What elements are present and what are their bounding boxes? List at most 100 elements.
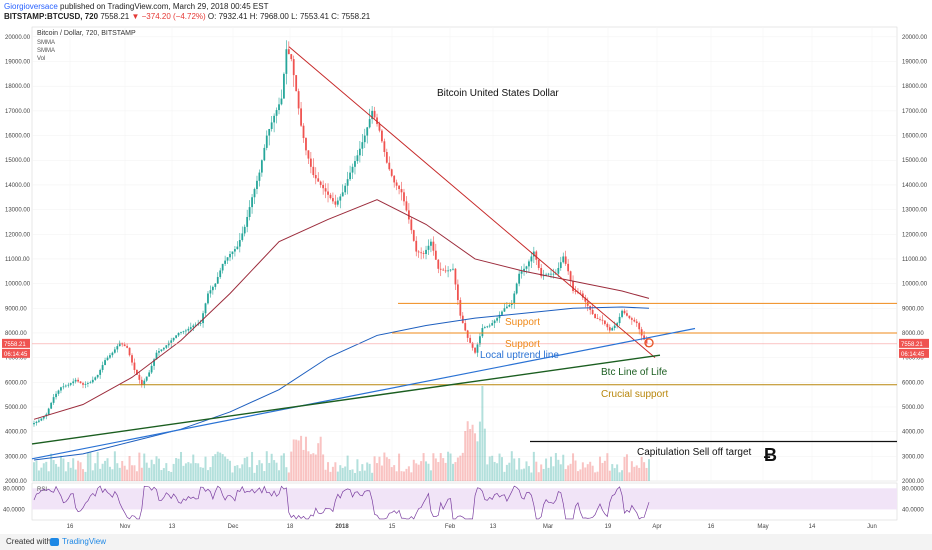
candle-body	[528, 261, 530, 267]
rsi-tick-right: 40.0000	[902, 507, 924, 513]
candle-body	[346, 179, 349, 186]
volume-bar	[643, 462, 646, 481]
volume-bar	[606, 453, 609, 481]
volume-bar	[69, 467, 72, 481]
price-tag-left-text: 7558.21	[4, 342, 26, 348]
volume-bar	[427, 463, 430, 481]
candle-body	[192, 325, 195, 328]
y-tick-label-right: 14000.00	[902, 183, 928, 189]
candle-body	[552, 273, 555, 275]
volume-bar	[131, 465, 134, 481]
candle-body	[434, 250, 437, 260]
tradingview-logo-icon	[50, 538, 59, 546]
last-price: 7558.21	[100, 12, 130, 21]
volume-bar	[226, 458, 229, 481]
candle-body	[400, 189, 403, 193]
candle-body	[483, 327, 486, 329]
candle-body	[638, 323, 641, 330]
volume-bar	[493, 461, 496, 481]
volume-bar	[481, 386, 484, 481]
volume-bar	[197, 463, 200, 481]
volume-bar	[77, 460, 80, 481]
candle-body	[611, 328, 614, 331]
volume-bar	[567, 465, 570, 481]
y-tick-label-left: 6000.00	[5, 380, 27, 386]
candle-body	[126, 346, 129, 348]
candle-body	[523, 268, 525, 272]
volume-bar	[278, 470, 281, 481]
volume-bar	[67, 462, 70, 481]
volume-bar	[569, 463, 572, 481]
volume-bar	[123, 465, 126, 481]
price-marker-circle	[644, 338, 654, 348]
y-tick-label-left: 8000.00	[5, 331, 27, 337]
candle-body	[204, 303, 207, 314]
volume-bar	[57, 466, 60, 481]
candle-body	[454, 268, 457, 285]
volume-bar	[603, 460, 606, 481]
candle-body	[505, 306, 508, 309]
volume-bar	[451, 463, 454, 481]
line-of-life-label: Btc Line of Life	[601, 367, 668, 378]
volume-bar	[640, 456, 643, 481]
volume-bar	[444, 462, 447, 481]
candle-body	[515, 283, 518, 294]
plot-area	[31, 26, 898, 482]
volume-bar	[50, 453, 53, 481]
volume-bar	[216, 451, 219, 481]
candle-body	[236, 246, 239, 250]
candle-body	[447, 270, 449, 272]
volume-bar	[138, 452, 141, 481]
volume-bar	[635, 465, 638, 481]
candle-body	[626, 313, 628, 316]
x-tick-label: 13	[169, 524, 176, 530]
volume-bar	[334, 462, 337, 481]
candle-body	[481, 328, 484, 337]
volume-bar	[574, 460, 577, 481]
candle-body	[645, 339, 648, 344]
candle-body	[474, 347, 476, 353]
volume-bar	[461, 452, 464, 481]
candle-body	[82, 383, 84, 385]
volume-bar	[344, 466, 347, 481]
x-tick-label: 2018	[335, 524, 349, 530]
tradingview-link[interactable]: TradingView	[62, 537, 107, 546]
candle-body	[324, 188, 327, 192]
x-tick-label: Jun	[867, 524, 877, 530]
candle-body	[430, 241, 432, 246]
candle-body	[153, 359, 155, 366]
volume-bar	[378, 456, 381, 481]
candle-body	[133, 362, 136, 370]
volume-bar	[363, 470, 366, 481]
candle-body	[101, 365, 104, 370]
y-tick-label-left: 10000.00	[5, 282, 31, 288]
candle-body	[194, 324, 197, 326]
volume-bar	[564, 469, 567, 481]
volume-bar	[513, 458, 516, 481]
candle-body	[388, 162, 391, 170]
candle-body	[72, 381, 75, 384]
volume-bar	[625, 454, 628, 481]
volume-bar	[126, 469, 129, 481]
candle-body	[319, 181, 322, 185]
candle-body	[334, 201, 337, 205]
volume-bar	[273, 460, 276, 481]
x-tick-label: 16	[67, 524, 74, 530]
rsi-tick-right: 80.0000	[902, 486, 924, 492]
candle-body	[498, 314, 501, 319]
volume-bar	[238, 468, 241, 481]
author-link[interactable]: Giorgioversace	[4, 2, 58, 11]
volume-bar	[498, 453, 501, 481]
volume-bar	[37, 470, 40, 481]
candle-body	[371, 110, 374, 120]
candle-body	[253, 189, 256, 198]
volume-bar	[292, 439, 295, 481]
volume-bar	[143, 453, 146, 481]
legend-vol: Vol	[37, 56, 45, 62]
candle-body	[621, 310, 623, 317]
volume-bar	[189, 463, 192, 481]
x-tick-label: 19	[605, 524, 612, 530]
candle-body	[99, 369, 102, 375]
volume-bar	[199, 467, 202, 481]
